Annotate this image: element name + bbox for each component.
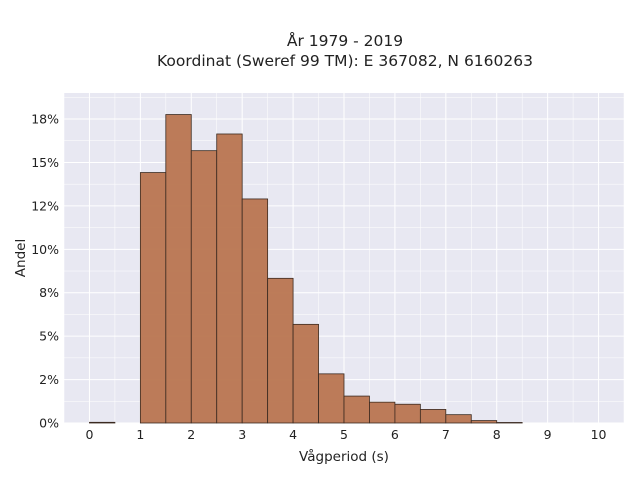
histogram-bar — [318, 373, 345, 424]
x-tick-label: 1 — [136, 427, 144, 442]
y-tick-label: 12% — [31, 198, 59, 213]
histogram-bar — [190, 150, 218, 424]
y-axis-ticks: 0% 2% 5% 8% 10% 12% 15% 18% — [31, 112, 59, 431]
y-tick-label: 15% — [31, 155, 59, 170]
y-tick-label: 2% — [39, 372, 59, 387]
y-tick-label: 5% — [39, 329, 59, 344]
histogram-bar — [496, 422, 523, 424]
y-tick-label: 8% — [39, 285, 59, 300]
x-tick-label: 5 — [340, 427, 348, 442]
x-tick-label: 3 — [238, 427, 246, 442]
histogram-bar — [343, 395, 370, 424]
histogram-bar — [419, 409, 447, 424]
histogram-bar — [267, 277, 294, 424]
x-tick-label: 6 — [391, 427, 399, 442]
x-tick-label: 9 — [544, 427, 552, 442]
histogram-bar — [165, 114, 192, 424]
y-axis-label: Andel — [13, 239, 29, 277]
histogram-bar — [216, 133, 243, 424]
x-axis-ticks: 0 1 2 3 4 5 6 7 8 9 10 — [85, 427, 606, 442]
y-tick-label: 0% — [39, 416, 59, 431]
histogram-bar — [89, 421, 116, 424]
x-tick-label: 0 — [85, 427, 93, 442]
histogram-bar — [139, 172, 167, 424]
x-tick-label: 7 — [442, 427, 450, 442]
chart-title: År 1979 - 2019 — [287, 31, 403, 50]
chart-subtitle: Koordinat (Sweref 99 TM): E 367082, N 61… — [157, 52, 533, 70]
y-tick-label: 18% — [31, 112, 59, 127]
histogram-bar — [369, 401, 396, 424]
x-tick-label: 10 — [591, 427, 607, 442]
x-tick-label: 4 — [289, 427, 297, 442]
histogram-bar — [445, 414, 472, 424]
histogram-bar — [394, 403, 421, 424]
histogram-bar — [241, 198, 269, 424]
histogram-bar — [470, 420, 498, 424]
x-tick-label: 8 — [493, 427, 501, 442]
x-axis-label: Vågperiod (s) — [299, 448, 389, 465]
y-tick-label: 10% — [31, 242, 59, 257]
x-tick-label: 2 — [187, 427, 195, 442]
histogram-bar — [292, 323, 319, 424]
histogram-bars — [89, 114, 523, 424]
gridlines — [63, 93, 625, 424]
